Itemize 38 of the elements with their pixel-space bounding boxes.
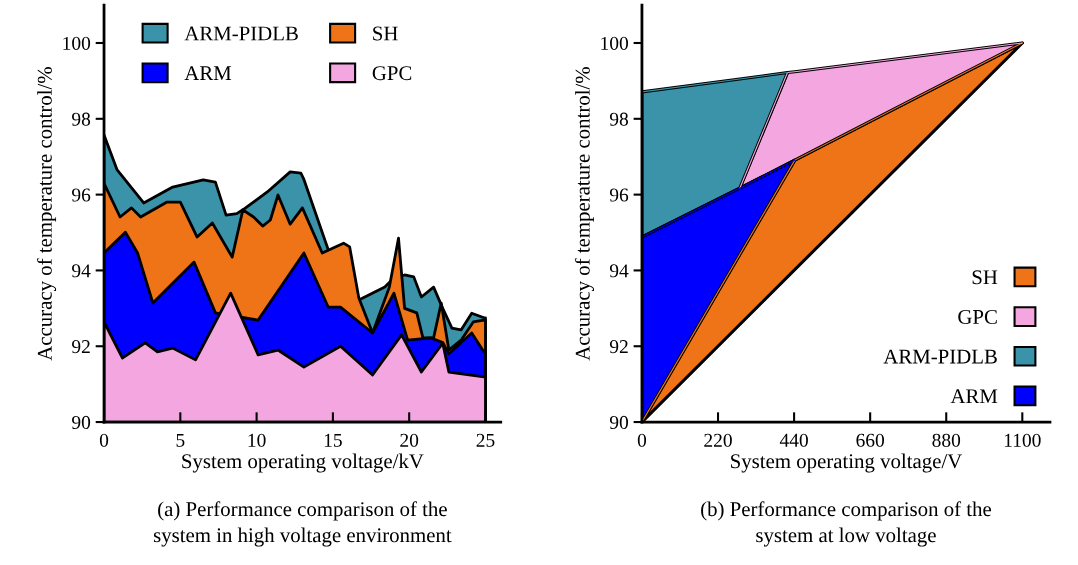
y-tick-label: 98: [72, 112, 91, 126]
y-tick-label: 100: [601, 36, 629, 50]
x-tick-label: 10: [248, 433, 266, 447]
x-axis-title: System operating voltage/kV: [182, 453, 424, 473]
legend-label: SH: [972, 270, 998, 285]
x-tick-label: 25: [476, 433, 495, 447]
legend-label: ARM: [950, 389, 998, 404]
x-tick-label: 220: [704, 433, 732, 447]
x-tick-label: 880: [932, 433, 961, 447]
y-tick-label: 92: [72, 340, 90, 354]
legend-label: ARM: [184, 66, 232, 80]
y-tick-label: 96: [72, 188, 91, 202]
legend-label: ARM-PIDLB: [184, 26, 298, 41]
x-tick-label: 0: [637, 433, 647, 447]
y-tick-label: 96: [609, 188, 629, 202]
y-tick-label: 90: [72, 415, 91, 429]
y-tick-label: 94: [609, 264, 629, 278]
legend-label: SH: [373, 26, 398, 41]
y-tick-label: 100: [63, 36, 91, 50]
legend-label: ARM-PIDLB: [883, 349, 997, 364]
y-tick-label: 92: [609, 340, 628, 354]
y-axis-title: Accuracy of temperature control/%: [574, 67, 595, 361]
x-tick-label: 5: [176, 433, 185, 447]
text: (b) Performance comparison of the system at low voltage: [701, 501, 992, 547]
x-tick-label: 15: [324, 433, 342, 447]
x-axis-title: System operating voltage/V: [731, 453, 963, 473]
y-axis-title: Accuracy of temperature control/%: [36, 67, 57, 361]
y-tick-label: 94: [72, 264, 91, 278]
text: (a) Performance comparison of the system in high voltage environment: [153, 501, 452, 547]
legend-label: GPC: [372, 66, 412, 81]
x-tick-label: 0: [99, 433, 109, 447]
y-tick-label: 98: [609, 112, 629, 126]
x-tick-label: 660: [856, 433, 885, 447]
legend-label: GPC: [958, 309, 997, 324]
y-tick-label: 90: [609, 415, 629, 429]
x-tick-label: 1100: [1004, 433, 1041, 447]
x-tick-label: 440: [779, 433, 808, 447]
x-tick-label: 20: [400, 433, 419, 447]
